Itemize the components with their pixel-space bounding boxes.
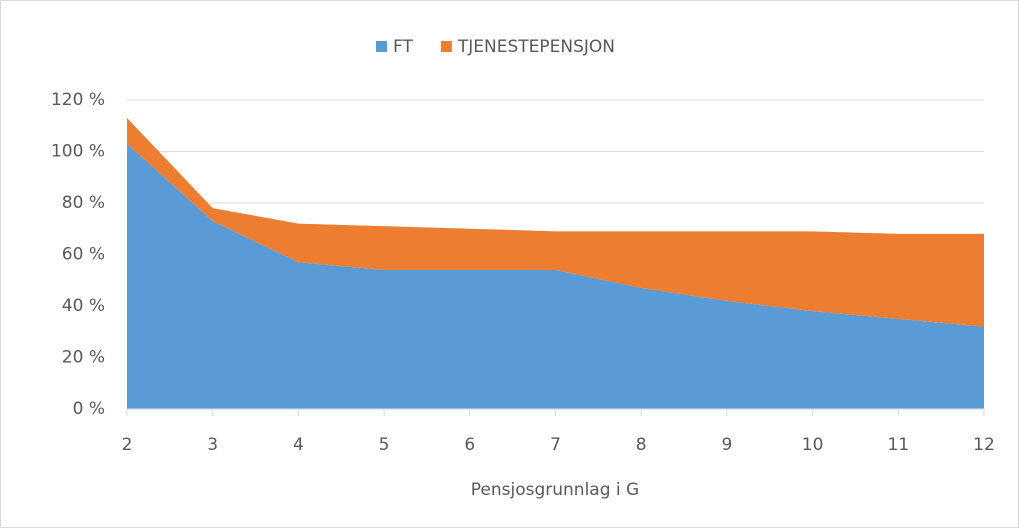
legend-label: TJENESTEPENSJON bbox=[457, 37, 615, 57]
legend-label: FT bbox=[393, 37, 413, 57]
x-tick-label: 3 bbox=[207, 435, 218, 455]
x-tick-label: 5 bbox=[379, 435, 390, 455]
x-axis-title: Pensjosgrunnlag i G bbox=[471, 480, 639, 500]
x-tick-label: 8 bbox=[636, 435, 647, 455]
y-tick-label: 60 % bbox=[62, 245, 105, 265]
y-tick-label: 40 % bbox=[62, 296, 105, 316]
x-tick-label: 2 bbox=[122, 435, 133, 455]
x-tick-label: 6 bbox=[464, 435, 475, 455]
y-tick-label: 20 % bbox=[62, 348, 105, 368]
x-tick-label: 12 bbox=[973, 435, 995, 455]
area bbox=[127, 143, 984, 409]
x-tick-label: 7 bbox=[550, 435, 561, 455]
y-tick-label: 80 % bbox=[62, 193, 105, 213]
legend-swatch bbox=[376, 41, 387, 52]
y-tick-label: 100 % bbox=[51, 142, 105, 162]
y-tick-label: 120 % bbox=[51, 90, 105, 110]
area bbox=[127, 118, 984, 327]
x-tick-label: 10 bbox=[802, 435, 824, 455]
x-tick-label: 4 bbox=[293, 435, 304, 455]
x-tick-label: 9 bbox=[721, 435, 732, 455]
x-tick-label: 11 bbox=[887, 435, 909, 455]
legend-swatch bbox=[440, 41, 452, 52]
y-tick-label: 0 % bbox=[73, 399, 105, 419]
